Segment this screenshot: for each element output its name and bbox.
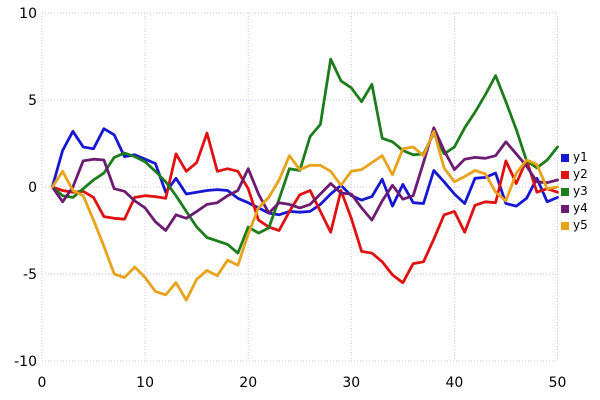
legend-label-y2: y2 (573, 167, 588, 181)
legend-item-y1: y1 (561, 149, 588, 166)
legend-item-y3: y3 (561, 183, 588, 200)
legend-label-y4: y4 (573, 201, 588, 215)
legend-item-y5: y5 (561, 217, 588, 234)
legend-label-y1: y1 (573, 150, 588, 164)
series-line-y4 (50, 126, 559, 232)
x-axis-tick-label: 20 (239, 375, 257, 391)
x-axis-tick-label: 0 (38, 375, 47, 391)
series-line-y5 (50, 129, 559, 302)
legend-swatch-y3 (561, 187, 569, 196)
x-axis-tick-label: 50 (549, 375, 567, 391)
legend-item-y4: y4 (561, 200, 588, 217)
y-axis-tick-label: 0 (28, 180, 37, 196)
legend-label-y3: y3 (573, 184, 588, 198)
chart-legend: y1 y2 y3 y4 y5 (561, 149, 588, 234)
legend-swatch-y5 (561, 221, 569, 230)
y-axis-tick-label: -10 (14, 354, 37, 370)
x-axis-tick-label: 10 (136, 375, 154, 391)
series-line-y2 (50, 131, 559, 285)
series-line-y1 (50, 127, 559, 217)
x-axis-tick-label: 30 (342, 375, 360, 391)
y-axis-tick-label: -5 (23, 267, 37, 283)
y-axis-tick-label: 5 (28, 93, 37, 109)
y-axis-tick-label: 10 (19, 6, 37, 22)
legend-label-y5: y5 (573, 218, 588, 232)
x-axis-tick-label: 40 (445, 375, 463, 391)
legend-swatch-y4 (561, 204, 569, 213)
series-line-y3 (50, 57, 559, 255)
legend-swatch-y1 (561, 153, 569, 162)
legend-item-y2: y2 (561, 166, 588, 183)
legend-swatch-y2 (561, 170, 569, 179)
